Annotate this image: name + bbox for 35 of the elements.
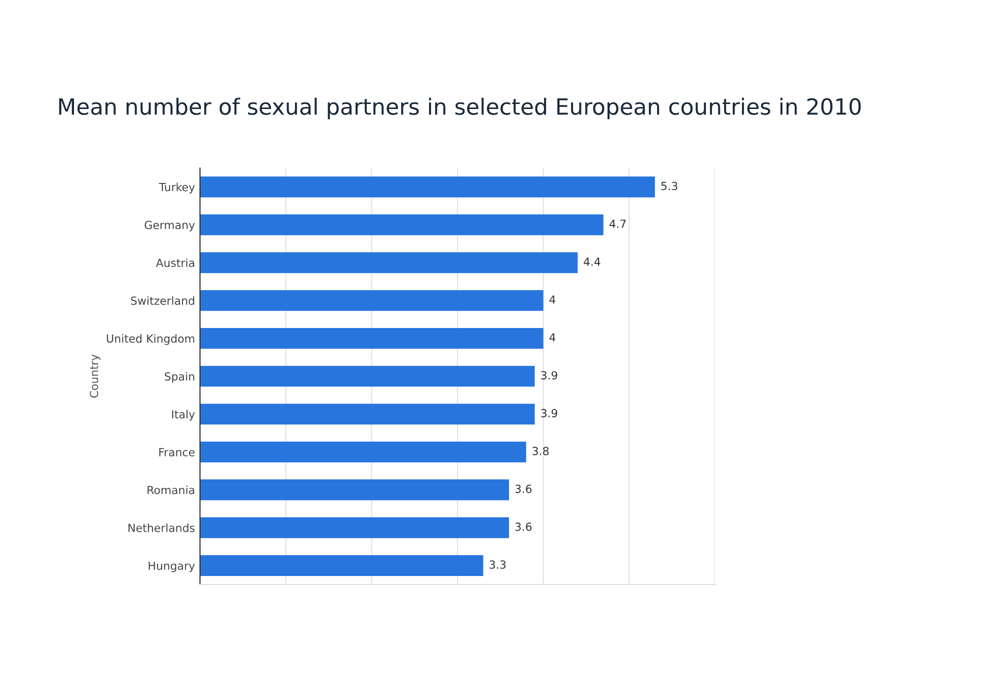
data-label: 4	[549, 295, 556, 304]
bar	[200, 366, 535, 387]
y-tick-label: Austria	[156, 258, 194, 268]
bar	[200, 404, 535, 425]
data-label: 4	[549, 333, 556, 342]
data-label: 3.9	[541, 371, 558, 380]
data-label: 3.3	[490, 560, 506, 569]
data-label: 4.7	[610, 220, 626, 228]
data-label: 4.4	[584, 258, 600, 266]
y-tick-label: Romania	[148, 486, 194, 494]
bar	[200, 555, 484, 576]
data-label: 3.8	[532, 446, 549, 456]
y-tick-label: Germany	[144, 220, 195, 232]
bar	[200, 328, 544, 349]
y-tick-label: Hungary	[148, 562, 195, 572]
data-label: 3.9	[541, 408, 558, 418]
data-label: 3.6	[515, 522, 532, 531]
y-tick-label: France	[159, 448, 195, 456]
bar	[200, 479, 509, 500]
y-tick-label: Italy	[172, 410, 195, 421]
bar	[200, 252, 578, 274]
data-label: 3.6	[515, 484, 532, 494]
bar	[200, 214, 604, 236]
y-axis-title: Country	[90, 354, 100, 398]
data-label: 5.3	[661, 182, 678, 190]
y-tick-label: Switzerland	[131, 296, 194, 305]
bar	[200, 517, 509, 538]
bar	[200, 442, 526, 462]
chart-title: Mean number of sexual partners in selected European countries in 2010	[59, 98, 861, 120]
y-tick-label: Netherlands	[128, 523, 195, 532]
y-tick-label: Turkey	[158, 182, 195, 194]
y-tick-label: United Kingdom	[106, 334, 194, 345]
y-tick-label: Spain	[164, 372, 194, 383]
bar	[200, 290, 544, 311]
bar	[200, 176, 655, 198]
